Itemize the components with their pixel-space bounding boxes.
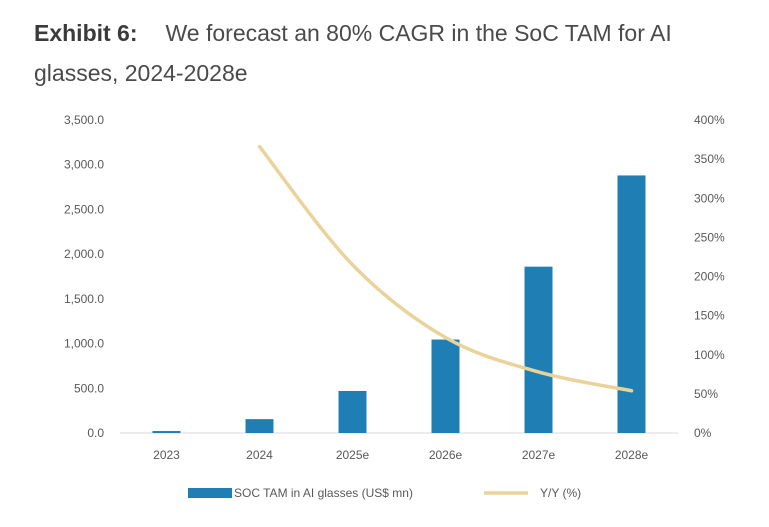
bar xyxy=(338,390,367,433)
bar xyxy=(617,175,646,433)
y-left-tick-label: 3,000.0 xyxy=(64,158,104,172)
y-right-tick-label: 0% xyxy=(694,426,712,440)
y-right-tick-label: 50% xyxy=(694,387,718,401)
x-tick-label: 2023 xyxy=(153,448,180,462)
y-left-tick-label: 3,500.0 xyxy=(64,113,104,127)
x-tick-label: 2027e xyxy=(522,448,556,462)
y-right-tick-label: 200% xyxy=(694,270,725,284)
x-tick-label: 2028e xyxy=(615,448,649,462)
bar xyxy=(431,339,460,433)
y-right-tick-label: 400% xyxy=(694,113,725,127)
y-right-tick-label: 350% xyxy=(694,152,725,166)
y-left-tick-label: 500.0 xyxy=(74,381,104,395)
legend-label-line: Y/Y (%) xyxy=(540,486,581,500)
bar xyxy=(245,419,274,433)
x-tick-label: 2026e xyxy=(429,448,463,462)
y-left-tick-label: 1,000.0 xyxy=(64,337,104,351)
x-tick-label: 2025e xyxy=(336,448,370,462)
y-right-tick-label: 300% xyxy=(694,191,725,205)
y-left-tick-label: 2,500.0 xyxy=(64,202,104,216)
legend-label-bar: SOC TAM in AI glasses (US$ mn) xyxy=(234,486,413,500)
bar xyxy=(524,266,553,433)
exhibit-label: Exhibit 6: xyxy=(34,20,138,46)
legend-swatch-bar xyxy=(188,488,232,498)
bar xyxy=(152,431,181,433)
x-tick-label: 2024 xyxy=(246,448,273,462)
y-left-tick-label: 1,500.0 xyxy=(64,292,104,306)
y-left-tick-label: 0.0 xyxy=(87,426,104,440)
y-left-tick-label: 2,000.0 xyxy=(64,247,104,261)
exhibit-title: Exhibit 6: We forecast an 80% CAGR in the… xyxy=(34,13,754,93)
yoy-line xyxy=(257,144,634,393)
y-right-tick-label: 100% xyxy=(694,348,725,362)
y-right-tick-label: 150% xyxy=(694,309,725,323)
exhibit-title-text: We forecast an 80% CAGR in the SoC TAM f… xyxy=(34,20,672,86)
y-right-tick-label: 250% xyxy=(694,230,725,244)
